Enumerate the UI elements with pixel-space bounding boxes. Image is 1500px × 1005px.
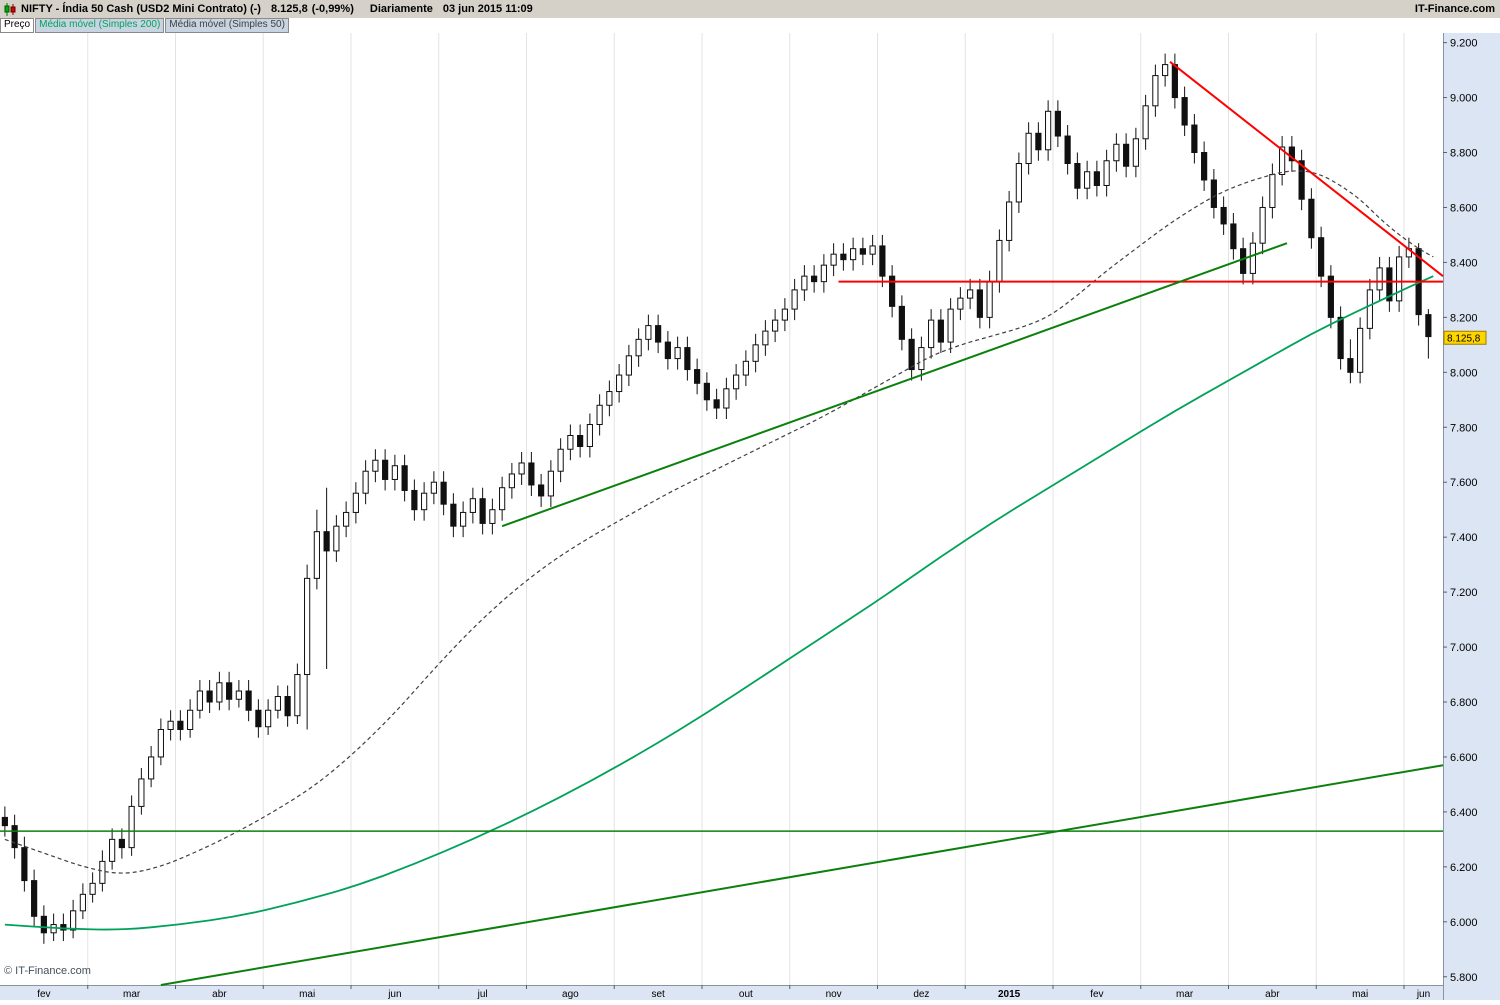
chart-area[interactable]: 9.200 9.000 8.800 8.600 8.400 8.200 8.000 7.800… — [0, 33, 1500, 1000]
svg-text:jul: jul — [477, 989, 488, 1000]
svg-text:7.800: 7.800 — [1450, 422, 1478, 434]
svg-text:8.125,8: 8.125,8 — [1447, 334, 1481, 345]
svg-text:out: out — [739, 989, 753, 1000]
x-axis: fev mar abr mai jun jul ago set out nov dez 2015 fev… — [37, 985, 1430, 1000]
sma200-line — [4, 275, 1434, 931]
svg-text:6.400: 6.400 — [1450, 807, 1478, 819]
svg-text:6.200: 6.200 — [1450, 862, 1478, 874]
svg-text:set: set — [651, 989, 665, 1000]
svg-text:6.600: 6.600 — [1450, 752, 1478, 764]
timeframe-label: Diariamente — [369, 3, 433, 15]
svg-text:8.800: 8.800 — [1450, 148, 1478, 160]
svg-text:mar: mar — [123, 989, 141, 1000]
svg-text:8.600: 8.600 — [1450, 202, 1478, 214]
candlestick-icon — [3, 2, 17, 16]
svg-text:7.600: 7.600 — [1450, 477, 1478, 489]
svg-text:fev: fev — [1090, 989, 1103, 1000]
candles-layer — [1, 53, 1432, 944]
svg-text:9.200: 9.200 — [1450, 38, 1478, 50]
svg-text:8.200: 8.200 — [1450, 312, 1478, 324]
brand-label: IT-Finance.com — [1414, 3, 1495, 15]
sma50-line — [4, 170, 1434, 874]
tab-sma200[interactable]: Média móvel (Simples 200) — [35, 18, 165, 33]
y-axis: 9.200 9.000 8.800 8.600 8.400 8.200 8.000 7.800… — [1443, 38, 1478, 984]
svg-text:mai: mai — [1352, 989, 1368, 1000]
svg-text:fev: fev — [37, 989, 50, 1000]
svg-text:6.800: 6.800 — [1450, 697, 1478, 709]
svg-text:6.000: 6.000 — [1450, 917, 1478, 929]
price-change-readout: (-0,99%) — [311, 3, 354, 15]
svg-text:abr: abr — [212, 989, 227, 1000]
axis-background — [0, 33, 1500, 1000]
svg-text:jun: jun — [1416, 989, 1430, 1000]
svg-text:8.000: 8.000 — [1450, 367, 1478, 379]
indicator-tabs: Preço Média móvel (Simples 200) Média mó… — [0, 18, 1500, 33]
svg-text:2015: 2015 — [998, 989, 1021, 1000]
title-bar: NIFTY - Índia 50 Cash (USD2 Mini Contrat… — [0, 0, 1500, 19]
svg-text:jun: jun — [387, 989, 401, 1000]
last-price-readout: 8.125,8 — [270, 3, 308, 15]
instrument-title: NIFTY - Índia 50 Cash (USD2 Mini Contrat… — [21, 3, 261, 15]
svg-text:abr: abr — [1265, 989, 1280, 1000]
svg-text:8.400: 8.400 — [1450, 257, 1478, 269]
svg-text:nov: nov — [826, 989, 842, 1000]
tab-preco[interactable]: Preço — [0, 18, 35, 33]
trendlines-layer[interactable] — [0, 61, 1444, 986]
svg-text:mai: mai — [299, 989, 315, 1000]
svg-text:5.800: 5.800 — [1450, 972, 1478, 984]
last-price-tag: 8.125,8 — [1443, 330, 1487, 345]
svg-text:7.000: 7.000 — [1450, 642, 1478, 654]
svg-text:mar: mar — [1176, 989, 1194, 1000]
svg-text:7.400: 7.400 — [1450, 532, 1478, 544]
svg-text:7.200: 7.200 — [1450, 587, 1478, 599]
price-chart[interactable]: 9.200 9.000 8.800 8.600 8.400 8.200 8.000 7.800… — [0, 33, 1500, 1000]
watermark: © IT-Finance.com — [4, 965, 91, 977]
grid-layer — [87, 33, 1405, 985]
tab-sma50[interactable]: Média móvel (Simples 50) — [165, 18, 289, 33]
svg-text:ago: ago — [562, 989, 579, 1000]
svg-text:9.000: 9.000 — [1450, 93, 1478, 105]
svg-text:dez: dez — [913, 989, 929, 1000]
datetime-label: 03 jun 2015 11:09 — [442, 3, 533, 15]
